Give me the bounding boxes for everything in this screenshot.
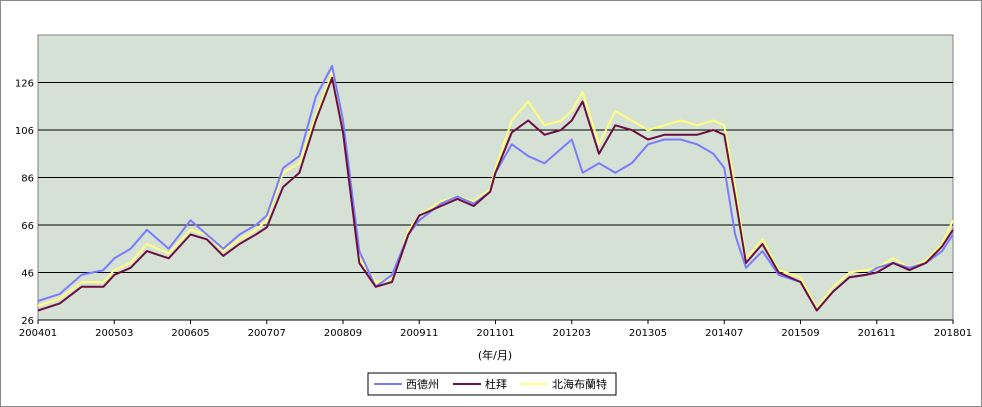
y-tick-label: 26 (21, 316, 34, 327)
x-tick-label: 201611 (858, 328, 896, 339)
x-tick-label: 200809 (324, 328, 362, 339)
series-line-brent (37, 72, 954, 310)
x-tick-label: 200707 (248, 328, 286, 339)
x-tick-label: 201509 (781, 328, 819, 339)
legend-label-dubai: 杜拜 (485, 377, 507, 391)
y-tick-label: 46 (21, 269, 34, 280)
x-tick-label: 200503 (95, 328, 133, 339)
x-tick-label: 200911 (400, 328, 438, 339)
x-tick-label: 201407 (705, 328, 743, 339)
x-tick-label: 201101 (476, 328, 514, 339)
legend: 西德州 杜拜 北海布蘭特 (367, 372, 617, 396)
y-tick-label: 66 (21, 221, 34, 232)
x-tick-label: 201801 (934, 328, 972, 339)
series-line-dubai (37, 76, 954, 312)
legend-label-wti: 西德州 (406, 377, 439, 391)
legend-box (367, 372, 617, 396)
x-axis-title: (年/月) (478, 348, 512, 362)
y-tick-label: 126 (15, 79, 34, 90)
x-tick-label: 201305 (629, 328, 667, 339)
y-tick-label: 106 (15, 126, 34, 137)
x-tick-label: 200605 (171, 328, 209, 339)
series-lines (37, 64, 954, 312)
y-axis-ticks: 26 46 66 86 106 126 (15, 79, 34, 328)
legend-label-brent: 北海布蘭特 (552, 377, 607, 391)
y-tick-label: 86 (21, 174, 34, 185)
x-tick-label: 201203 (553, 328, 591, 339)
x-axis-ticks: 200401 200503 200605 200707 200809 200911 2011… (19, 320, 972, 339)
x-tick-label: 200401 (19, 328, 57, 339)
